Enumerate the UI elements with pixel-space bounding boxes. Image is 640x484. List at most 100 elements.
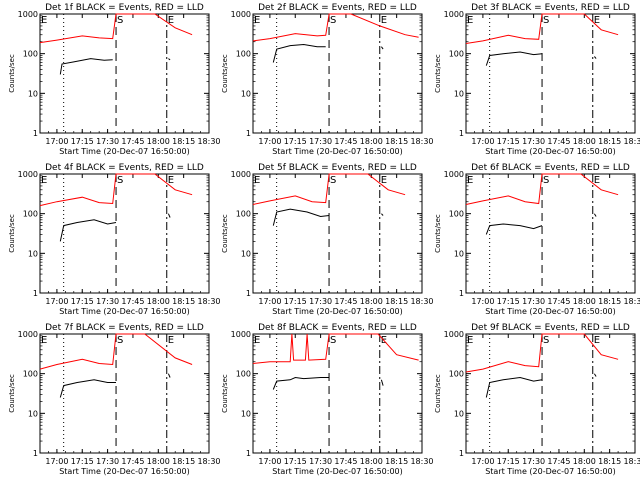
y-tick-label: 1 (459, 289, 464, 298)
y-tick-label: 100 (236, 370, 251, 379)
x-axis-label: Start Time (20-Dec-07 16:50:00) (485, 467, 616, 476)
events-series-line (168, 58, 171, 61)
panel-7: Det 7f BLACK = Events, RED = LLD 1 10 100 10… (8, 323, 221, 476)
y-tick-label: 100 (23, 370, 38, 379)
y-axis-label: Counts/sec (221, 374, 229, 413)
marker-label: E (41, 175, 47, 186)
marker-label: E (594, 335, 600, 346)
events-series-line (380, 46, 384, 50)
events-series-line (167, 373, 171, 378)
y-axis-label: Counts/sec (8, 54, 16, 93)
marker-label: E (467, 15, 473, 26)
x-axis-label: Start Time (20-Dec-07 16:50:00) (272, 467, 403, 476)
x-tick-label: 17:30 (96, 457, 119, 466)
y-tick-label: 1 (33, 289, 38, 298)
x-tick-label: 18:30 (623, 297, 640, 306)
panel-6: Det 6f BLACK = Events, RED = LLD 1 10 100 10… (434, 163, 640, 316)
x-tick-label: 18:30 (197, 457, 220, 466)
y-axis-label: Counts/sec (221, 54, 229, 93)
y-tick-label: 1000 (444, 170, 464, 179)
y-axis-label: Counts/sec (8, 214, 16, 253)
panel-5: Det 5f BLACK = Events, RED = LLD 1 10 100 10… (221, 163, 434, 316)
y-tick-label: 100 (449, 210, 464, 219)
x-tick-label: 17:45 (334, 137, 357, 146)
x-tick-label: 18:15 (598, 457, 621, 466)
x-tick-label: 18:00 (360, 297, 383, 306)
marker-label: E (168, 335, 174, 346)
y-tick-label: 1000 (231, 330, 251, 339)
x-tick-label: 17:00 (45, 457, 68, 466)
x-tick-label: 18:30 (410, 457, 433, 466)
lld-series-line (39, 333, 193, 370)
y-tick-label: 100 (236, 210, 251, 219)
events-series-line (272, 43, 326, 63)
y-tick-label: 1000 (18, 170, 38, 179)
lld-series-line (252, 173, 406, 205)
marker-label: E (467, 175, 473, 186)
marker-label: E (41, 335, 47, 346)
events-series-line (485, 223, 543, 235)
marker-label: S (543, 335, 549, 346)
x-tick-label: 17:15 (284, 137, 307, 146)
x-tick-label: 17:00 (45, 137, 68, 146)
panel-title: Det 9f BLACK = Events, RED = LLD (471, 323, 630, 333)
x-tick-label: 17:15 (284, 297, 307, 306)
marker-label: E (381, 15, 387, 26)
x-tick-label: 17:00 (258, 297, 281, 306)
x-tick-label: 17:30 (522, 457, 545, 466)
x-tick-label: 18:15 (598, 137, 621, 146)
x-tick-label: 18:30 (197, 297, 220, 306)
x-tick-label: 18:00 (360, 137, 383, 146)
events-series-line (593, 373, 597, 377)
x-tick-label: 17:15 (497, 457, 520, 466)
events-series-line (380, 379, 384, 386)
events-series-line (593, 213, 597, 217)
x-axis-label: Start Time (20-Dec-07 16:50:00) (59, 307, 190, 316)
y-tick-label: 1000 (444, 330, 464, 339)
y-tick-label: 1000 (231, 10, 251, 19)
x-tick-label: 18:15 (172, 457, 195, 466)
x-tick-label: 18:00 (573, 457, 596, 466)
events-series-line (381, 213, 384, 216)
y-tick-label: 100 (449, 50, 464, 59)
x-tick-label: 17:30 (309, 137, 332, 146)
events-series-line (59, 379, 116, 398)
x-tick-label: 17:15 (71, 137, 94, 146)
plot-frame (39, 13, 210, 134)
y-tick-label: 1 (459, 129, 464, 138)
y-tick-label: 1 (246, 449, 251, 458)
x-tick-label: 17:45 (547, 137, 570, 146)
x-tick-label: 17:00 (258, 137, 281, 146)
marker-label: E (41, 15, 47, 26)
x-tick-label: 18:00 (147, 457, 170, 466)
lld-series-line (39, 13, 193, 44)
x-tick-label: 17:45 (334, 297, 357, 306)
x-tick-label: 17:45 (547, 297, 570, 306)
x-tick-label: 18:00 (360, 457, 383, 466)
y-axis-label: Counts/sec (221, 214, 229, 253)
x-tick-label: 17:30 (309, 297, 332, 306)
events-series-line (594, 56, 597, 59)
marker-label: E (168, 175, 174, 186)
lld-series-line (252, 333, 419, 364)
y-tick-label: 1000 (18, 10, 38, 19)
events-series-line (59, 58, 113, 75)
x-tick-label: 18:30 (623, 137, 640, 146)
y-tick-label: 10 (28, 89, 38, 98)
events-series-line (485, 376, 543, 398)
panel-8: Det 8f BLACK = Events, RED = LLD 1 10 100 10… (221, 323, 434, 476)
y-tick-label: 1000 (18, 330, 38, 339)
x-tick-label: 18:15 (172, 137, 195, 146)
x-axis-label: Start Time (20-Dec-07 16:50:00) (485, 307, 616, 316)
y-tick-label: 1 (459, 449, 464, 458)
y-axis-label: Counts/sec (434, 374, 442, 413)
x-tick-label: 17:15 (71, 297, 94, 306)
panel-title: Det 4f BLACK = Events, RED = LLD (45, 163, 204, 173)
panel-1: Det 1f BLACK = Events, RED = LLD 1 10 100 10… (8, 3, 221, 156)
y-tick-label: 100 (23, 210, 38, 219)
x-tick-label: 17:15 (497, 137, 520, 146)
x-tick-label: 17:45 (121, 457, 144, 466)
x-tick-label: 17:45 (334, 457, 357, 466)
lld-series-line (39, 173, 193, 207)
